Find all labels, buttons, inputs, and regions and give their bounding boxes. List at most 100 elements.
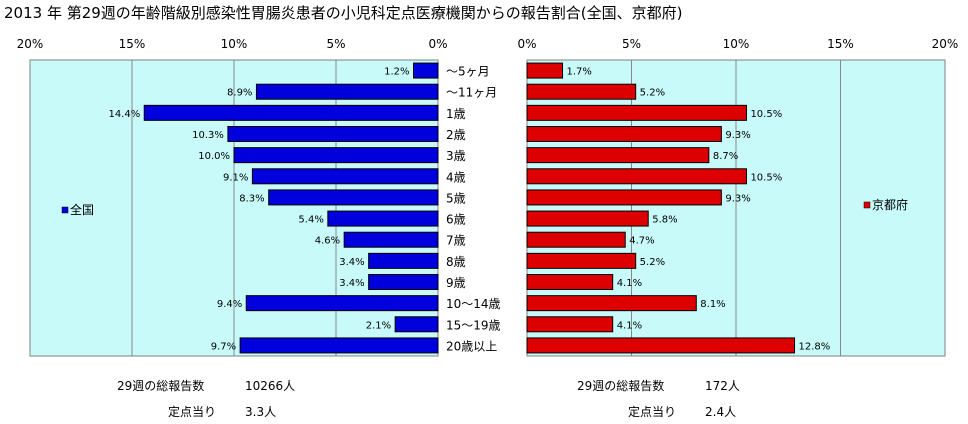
kyoto-tick-label: 5% bbox=[622, 37, 641, 51]
national-data-label: 9.7% bbox=[211, 341, 236, 352]
category-label: 8歳 bbox=[446, 255, 466, 269]
national-bar bbox=[143, 104, 439, 121]
national-legend-label: 全国 bbox=[70, 202, 94, 217]
kyoto-data-label: 4.1% bbox=[617, 278, 642, 289]
national-panel: 0% 5% 10% 15% 20% 1.2% 8.9% 14.4% 10.3% 10.0% 9.1%… bbox=[17, 37, 448, 357]
national-data-label: 14.4% bbox=[108, 109, 140, 120]
kyoto-data-label: 4.7% bbox=[629, 236, 654, 247]
national-bar bbox=[255, 83, 439, 100]
category-label: 1歳 bbox=[446, 107, 466, 121]
national-per-value: 3.3人 bbox=[245, 405, 277, 419]
category-label: 6歳 bbox=[446, 213, 466, 227]
chart-title: 2013 年 第29週の年齢階級別感染性胃腸炎患者の小児科定点医療機関からの報告… bbox=[4, 4, 683, 22]
national-bar bbox=[368, 274, 439, 290]
kyoto-data-label: 8.7% bbox=[713, 151, 738, 162]
kyoto-data-label: 5.8% bbox=[652, 215, 677, 226]
category-label: 20歳以上 bbox=[446, 339, 497, 353]
national-legend-swatch bbox=[61, 206, 69, 214]
kyoto-bar bbox=[526, 274, 614, 290]
kyoto-total-label: 29週の総報告数 bbox=[577, 379, 665, 393]
kyoto-data-label: 9.3% bbox=[725, 193, 750, 204]
kyoto-bar bbox=[526, 337, 796, 354]
category-label: 2歳 bbox=[446, 128, 466, 142]
national-per-label: 定点当り bbox=[168, 405, 217, 419]
national-data-label: 10.0% bbox=[198, 151, 230, 162]
national-tick-label: 20% bbox=[17, 37, 44, 51]
national-bar bbox=[227, 126, 439, 142]
national-total-label: 29週の総報告数 bbox=[117, 379, 205, 393]
kyoto-legend-swatch bbox=[863, 201, 871, 209]
national-data-label: 10.3% bbox=[192, 130, 224, 141]
national-data-label: 3.4% bbox=[339, 278, 364, 289]
national-bar bbox=[368, 252, 439, 269]
kyoto-per-value: 2.4人 bbox=[705, 405, 737, 419]
kyoto-bar bbox=[526, 83, 637, 100]
national-tick-label: 10% bbox=[221, 37, 248, 51]
national-tick-label: 15% bbox=[119, 37, 146, 51]
national-bar bbox=[327, 210, 439, 227]
category-label: 7歳 bbox=[446, 234, 466, 248]
national-data-label: 5.4% bbox=[298, 215, 323, 226]
national-data-label: 1.2% bbox=[384, 67, 409, 78]
national-tick-label: 0% bbox=[428, 37, 447, 51]
category-label: 〜5ヶ月 bbox=[446, 65, 490, 79]
national-data-label: 3.4% bbox=[339, 257, 364, 268]
kyoto-per-label: 定点当り bbox=[628, 405, 677, 419]
kyoto-bar bbox=[526, 316, 614, 333]
kyoto-data-label: 8.1% bbox=[700, 299, 725, 310]
kyoto-bar bbox=[526, 62, 564, 79]
kyoto-total-row: 29週の総報告数 172人 bbox=[577, 377, 740, 394]
national-data-label: 4.6% bbox=[315, 236, 340, 247]
national-bar bbox=[413, 62, 439, 79]
national-total-row: 29週の総報告数 10266人 bbox=[117, 377, 295, 394]
national-bar bbox=[268, 189, 439, 206]
national-bar bbox=[245, 295, 439, 312]
national-data-label: 8.9% bbox=[227, 88, 252, 99]
national-data-label: 8.3% bbox=[239, 193, 264, 204]
kyoto-data-label: 12.8% bbox=[799, 341, 831, 352]
national-total-value: 10266人 bbox=[245, 379, 296, 393]
kyoto-data-label: 9.3% bbox=[725, 130, 750, 141]
kyoto-bar bbox=[526, 189, 722, 206]
category-labels: 〜5ヶ月〜11ヶ月 1歳 2歳 3歳 4歳 5歳 6歳 7歳 8歳 9歳 10〜14歳 15〜19歳 2… bbox=[446, 65, 501, 354]
national-bar bbox=[394, 316, 439, 333]
category-label: 9歳 bbox=[446, 276, 466, 290]
national-tick-label: 5% bbox=[326, 37, 345, 51]
national-bar bbox=[343, 231, 439, 248]
kyoto-bar bbox=[526, 168, 747, 185]
kyoto-data-label: 4.1% bbox=[617, 320, 642, 331]
category-label: 〜11ヶ月 bbox=[446, 86, 497, 100]
kyoto-data-label: 10.5% bbox=[750, 109, 782, 120]
national-data-label: 2.1% bbox=[366, 320, 391, 331]
national-bar bbox=[239, 337, 439, 354]
kyoto-bar bbox=[526, 104, 747, 121]
national-data-label: 9.4% bbox=[217, 299, 242, 310]
national-bar bbox=[251, 168, 439, 185]
national-bar bbox=[233, 147, 439, 164]
kyoto-data-label: 1.7% bbox=[567, 67, 592, 78]
kyoto-tick-label: 0% bbox=[517, 37, 536, 51]
category-label: 3歳 bbox=[446, 149, 466, 163]
kyoto-panel: 0% 5% 10% 15% 20%1.7%5.2%10.5%9.3%8.7%10.5%9… bbox=[517, 37, 959, 357]
legends: 全国 京都府 bbox=[61, 197, 908, 217]
kyoto-bar bbox=[526, 210, 649, 227]
national-data-label: 9.1% bbox=[223, 172, 248, 183]
category-label: 5歳 bbox=[446, 191, 466, 205]
kyoto-tick-label: 15% bbox=[827, 37, 854, 51]
kyoto-bar bbox=[526, 147, 710, 164]
kyoto-data-label: 5.2% bbox=[640, 257, 665, 268]
kyoto-tick-label: 20% bbox=[932, 37, 959, 51]
national-per-row: 定点当り 3.3人 bbox=[168, 403, 276, 420]
kyoto-legend-label: 京都府 bbox=[872, 197, 908, 212]
kyoto-tick-label: 10% bbox=[723, 37, 750, 51]
category-label: 4歳 bbox=[446, 170, 466, 184]
kyoto-bar bbox=[526, 252, 637, 269]
kyoto-bar bbox=[526, 295, 697, 312]
kyoto-per-row: 定点当り 2.4人 bbox=[628, 403, 736, 420]
kyoto-data-label: 10.5% bbox=[750, 172, 782, 183]
kyoto-bar bbox=[526, 231, 626, 248]
kyoto-data-label: 5.2% bbox=[640, 88, 665, 99]
kyoto-total-value: 172人 bbox=[705, 379, 740, 393]
category-label: 10〜14歳 bbox=[446, 297, 501, 311]
